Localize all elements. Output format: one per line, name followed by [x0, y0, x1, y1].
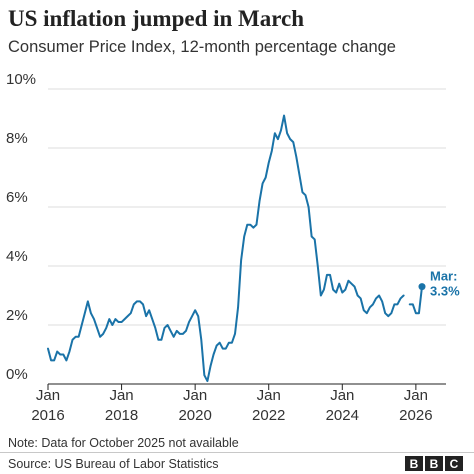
chart-note: Note: Data for October 2025 not availabl…	[8, 436, 239, 450]
series-lines	[47, 114, 423, 383]
y-tick-label: 4%	[6, 248, 28, 265]
line-chart: 0% 2% 4% 6% 8% 10% Jan 2016 Jan 2018 Jan 2020 Jan 20…	[6, 71, 460, 424]
x-tick-year-label: 2016	[31, 407, 64, 424]
bbc-logo-block: C	[445, 456, 463, 471]
bbc-logo-block: B	[405, 456, 423, 471]
x-tick-month-label: Jan	[183, 387, 207, 404]
x-tick-month-label: Jan	[404, 387, 428, 404]
y-tick-label: 8%	[6, 130, 28, 147]
chart-title: US inflation jumped in March	[8, 6, 305, 31]
x-tick-year-label: 2020	[178, 407, 211, 424]
x-tick-year-label: 2024	[326, 407, 359, 424]
series-line	[47, 114, 405, 383]
gridlines	[48, 88, 446, 385]
latest-value-marker	[418, 283, 426, 291]
latest-value-annotation: Mar:3.3%	[418, 269, 460, 299]
series-line	[408, 285, 423, 315]
x-tick-year-label: 2026	[399, 407, 432, 424]
x-tick-month-label: Jan	[109, 387, 133, 404]
x-tick-month-label: Jan	[330, 387, 354, 404]
y-tick-label: 10%	[6, 71, 36, 88]
y-tick-label: 2%	[6, 307, 28, 324]
bbc-logo: B B C	[405, 456, 463, 471]
y-tick-label: 0%	[6, 366, 28, 383]
x-axis: Jan 2016 Jan 2018 Jan 2020 Jan 2022 Jan 2024 Jan 20…	[31, 384, 433, 424]
x-tick-year-label: 2018	[105, 407, 138, 424]
chart-subtitle: Consumer Price Index, 12-month percentag…	[8, 38, 396, 56]
x-tick-month-label: Jan	[36, 387, 60, 404]
footer-divider	[0, 452, 474, 453]
y-tick-label: 6%	[6, 189, 28, 206]
source-note: Source: US Bureau of Labor Statistics	[8, 457, 219, 471]
annotation-month-label: Mar:	[430, 269, 457, 284]
y-axis-tick-labels: 0% 2% 4% 6% 8% 10%	[6, 71, 36, 383]
annotation-value-label: 3.3%	[430, 284, 460, 299]
x-tick-year-label: 2022	[252, 407, 285, 424]
bbc-logo-block: B	[425, 456, 443, 471]
x-tick-month-label: Jan	[257, 387, 281, 404]
